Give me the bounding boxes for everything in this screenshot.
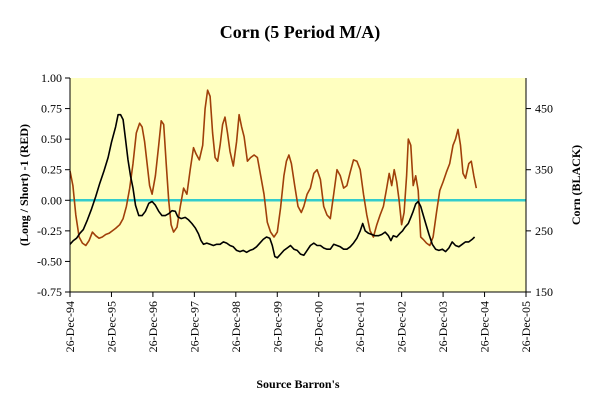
plot-area	[70, 78, 526, 292]
left-tick-label: -0.75	[37, 285, 62, 299]
left-tick-label: 0.00	[41, 193, 62, 207]
x-tick-label: 26-Dec-00	[312, 301, 326, 352]
axes-layer: 1.00 0.75 0.50 0.25 0.00 -0.25 -0.50 -0.75 450 35…	[37, 71, 553, 352]
right-tick-label: 250	[535, 224, 553, 238]
right-tick-label: 450	[535, 102, 553, 116]
chart-title: Corn (5 Period M/A)	[220, 22, 380, 43]
x-tick-label: 26-Dec-04	[478, 301, 492, 352]
x-tick-label: 26-Dec-99	[270, 301, 284, 352]
right-axis-title: Corn (BLACK)	[569, 145, 583, 225]
left-tick-label: -0.25	[37, 224, 62, 238]
left-tick-label: 1.00	[41, 71, 62, 85]
left-tick-label: 0.25	[41, 163, 62, 177]
right-tick-label: 350	[535, 163, 553, 177]
corn-price-series-line	[69, 113, 476, 259]
left-axis-title: (Long / Short) -1 (RED)	[17, 124, 31, 246]
series-layer	[69, 89, 526, 259]
right-tick-label: 150	[535, 285, 553, 299]
x-tick-label: 26-Dec-96	[146, 301, 160, 352]
left-tick-label: 0.50	[41, 132, 62, 146]
x-tick-label: 26-Dec-98	[229, 301, 243, 352]
long-short-series-line	[69, 89, 478, 247]
x-tick-label: 26-Dec-05	[519, 301, 533, 352]
x-tick-label: 26-Dec-94	[63, 301, 77, 352]
x-tick-label: 26-Dec-95	[104, 301, 118, 352]
x-tick-label: 26-Dec-03	[436, 301, 450, 352]
left-tick-label: 0.75	[41, 102, 62, 116]
x-tick-label: 26-Dec-02	[395, 301, 409, 352]
left-tick-label: -0.50	[37, 254, 62, 268]
x-axis-title: Source Barron's	[256, 377, 340, 391]
x-tick-label: 26-Dec-97	[187, 301, 201, 352]
x-tick-label: 26-Dec-01	[353, 301, 367, 352]
